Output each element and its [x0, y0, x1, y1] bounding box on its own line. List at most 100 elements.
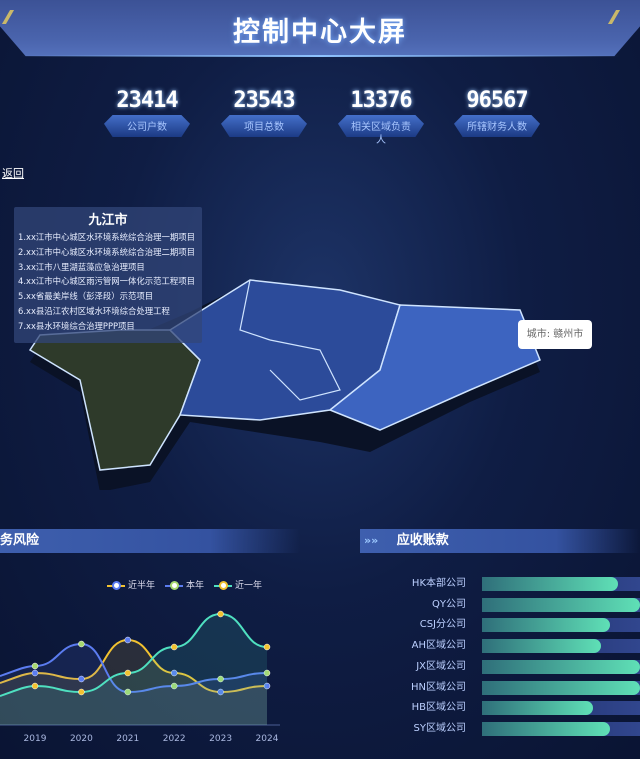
header-banner — [0, 0, 640, 57]
bar-track — [482, 680, 640, 695]
legend-swatch — [107, 580, 125, 590]
bar-label: QY公司 — [432, 598, 466, 610]
bar-track — [482, 721, 640, 736]
x-tick-label: 2022 — [163, 734, 186, 744]
data-point[interactable] — [170, 643, 178, 651]
data-point[interactable] — [124, 688, 132, 696]
x-tick-label: 2023 — [209, 734, 232, 744]
bar-label: CSJ分公司 — [419, 619, 466, 631]
stat-value: 96567 — [466, 88, 528, 113]
bar-row[interactable]: SY区域公司 — [400, 721, 640, 736]
map-region-central[interactable] — [168, 279, 401, 421]
bar-track — [482, 639, 640, 654]
bar-fill — [482, 597, 640, 612]
data-point[interactable] — [78, 640, 85, 648]
map-hover-tooltip: 城市: 赣州市 — [518, 320, 592, 349]
stat-pedestal — [104, 115, 190, 137]
legend-item[interactable]: 近半年 — [107, 578, 155, 591]
bar-row[interactable]: HB区域公司 — [400, 701, 640, 716]
bar-track — [482, 701, 640, 716]
stat-pedestal — [221, 115, 307, 137]
stat-label: 所辖财务人数 — [467, 122, 527, 133]
bar-track — [482, 597, 640, 612]
bar-fill — [482, 721, 610, 736]
legend-item[interactable]: 近一年 — [214, 578, 262, 591]
risk-panel-title: 务风险 — [0, 533, 40, 548]
back-link[interactable]: 返回 — [2, 167, 24, 180]
data-point[interactable] — [124, 669, 132, 677]
bar-fill — [482, 577, 618, 591]
x-tick-label: 2021 — [116, 734, 139, 744]
chart-legend: 近半年 本年 近一年 — [107, 578, 262, 591]
city-info-title: 九江市 — [88, 213, 128, 228]
stat-region-managers: 13376 相关区域负责人 — [336, 88, 426, 146]
project-item: 5.xx省最美岸线（彭泽段）示范项目 — [18, 291, 154, 302]
data-point[interactable] — [263, 682, 271, 690]
page-title: 控制中心大屏 — [233, 17, 407, 48]
series-area — [0, 644, 267, 725]
bar-track — [482, 577, 640, 591]
legend-item[interactable]: 本年 — [165, 578, 204, 591]
project-item: 6.xx县沿江农村区域水环境综合处理工程 — [18, 305, 170, 316]
header-divider — [20, 55, 620, 57]
data-point[interactable] — [31, 669, 39, 677]
bar-fill — [482, 618, 610, 633]
project-item: 7.xx县水环境综合治理PPP项目 — [18, 320, 135, 331]
bar-track — [482, 618, 640, 633]
stat-value: 23543 — [233, 88, 295, 113]
risk-line-chart: 2019 2020 2021 2022 2023 2024 — [0, 610, 280, 744]
legend-swatch — [214, 580, 233, 590]
bar-row[interactable]: CSJ分公司 — [400, 618, 640, 633]
stat-pedestal — [338, 115, 424, 137]
x-tick-label: 2019 — [24, 734, 47, 744]
data-point[interactable] — [263, 643, 271, 651]
bar-label: HK本部公司 — [411, 578, 466, 589]
data-point[interactable] — [170, 669, 178, 677]
x-tick-label: 2024 — [256, 734, 279, 744]
bar-label: AH区域公司 — [411, 640, 466, 652]
stat-company-count: 23414 公司户数 — [102, 88, 192, 137]
stat-label: 项目总数 — [244, 122, 284, 133]
data-point[interactable] — [217, 675, 224, 683]
receivable-panel-title: 应收账款 — [396, 533, 449, 548]
data-point[interactable] — [170, 682, 178, 690]
bar-row[interactable]: QY公司 — [400, 597, 640, 612]
data-point[interactable] — [217, 688, 224, 696]
bar-fill — [482, 659, 640, 674]
stat-value: 23414 — [116, 88, 178, 113]
project-item: 1.xx江市中心城区水环境系统综合治理一期项目 — [18, 232, 196, 242]
bar-row[interactable]: JX区域公司 — [400, 659, 640, 674]
bar-label: JX区域公司 — [416, 660, 466, 672]
bar-track — [482, 659, 640, 674]
data-point[interactable] — [263, 669, 271, 677]
map-region-border — [239, 279, 271, 341]
bar-label: HB区域公司 — [411, 702, 466, 714]
project-item: 4.xx江市中心城区雨污管网一体化示范工程项目 — [18, 276, 196, 287]
bar-row[interactable]: AH区域公司 — [400, 639, 640, 654]
map-region-border — [269, 339, 341, 401]
data-point[interactable] — [31, 662, 39, 670]
bar-row[interactable]: HK本部公司 — [400, 577, 640, 591]
double-chevron-icon: »» — [364, 534, 379, 547]
stat-label: 公司户数 — [127, 122, 167, 133]
project-item: 2.xx江市中心城区水环境系统综合治理二期项目 — [18, 246, 196, 257]
data-point[interactable] — [217, 610, 224, 618]
x-tick-label: 2020 — [70, 734, 93, 744]
bar-fill — [482, 701, 593, 716]
legend-label: 本年 — [186, 581, 205, 591]
stat-pedestal — [454, 115, 540, 137]
map-region-ganzhou[interactable] — [328, 304, 541, 431]
bar-row[interactable]: HN区域公司 — [400, 680, 640, 695]
data-point[interactable] — [31, 682, 39, 690]
risk-panel-header: 务风险 — [0, 529, 300, 553]
data-point[interactable] — [78, 675, 85, 683]
map-region-jiujiang[interactable] — [28, 329, 201, 471]
city-info-panel: 九江市 1.xx江市中心城区水环境系统综合治理一期项目 2.xx江市中心城区水环… — [14, 207, 202, 343]
stat-label: 相关区域负责人 — [351, 122, 411, 146]
data-point[interactable] — [124, 636, 132, 644]
project-item: 3.xx江市八里湖蓝藻应急治理项目 — [18, 261, 145, 272]
stat-finance-staff: 96567 所辖财务人数 — [452, 88, 542, 137]
data-point[interactable] — [78, 688, 85, 696]
legend-label: 近半年 — [128, 581, 156, 591]
bar-label: SY区域公司 — [413, 722, 466, 734]
